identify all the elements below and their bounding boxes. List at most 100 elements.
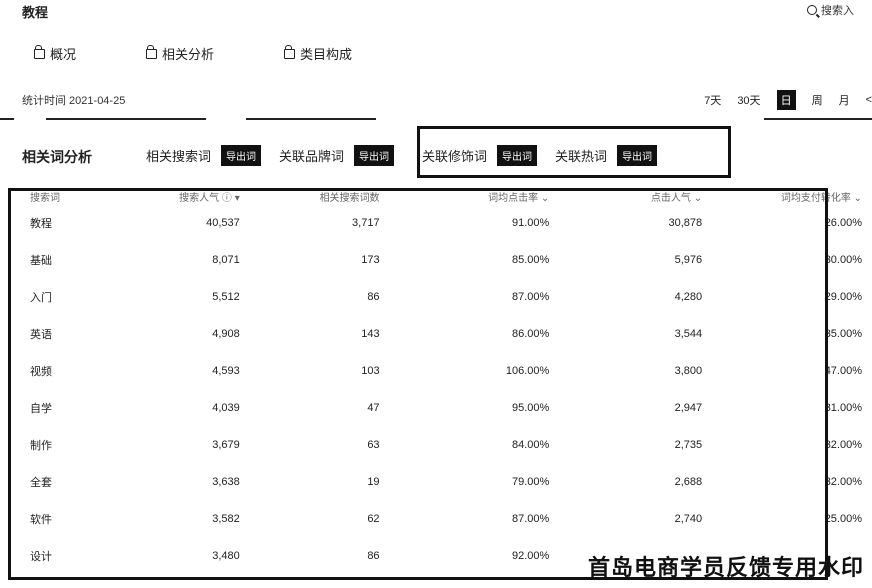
value-cell: 3,800 [674, 364, 703, 377]
value-cell: 5,976 [674, 253, 703, 266]
keyword-cell: 视频 [30, 365, 52, 378]
period-week[interactable]: 周 [811, 95, 823, 107]
value-cell: 95.00% [512, 401, 550, 414]
value-cell: 106.00% [505, 364, 550, 377]
period-month[interactable]: 月 [838, 95, 850, 107]
value-cell: 103 [361, 364, 380, 377]
tab-category[interactable]: 类目构成 [284, 44, 352, 63]
tab-overview[interactable]: 概况 [34, 44, 76, 63]
tab-label: 概况 [50, 47, 77, 62]
section-title: 相关词分析 [22, 149, 92, 165]
period-30d[interactable]: 30天 [737, 95, 761, 107]
value-cell: 84.00% [512, 438, 550, 451]
value-cell: 4,039 [212, 401, 240, 414]
value-cell: 26.00% [824, 216, 862, 229]
value-cell: 87.00% [512, 290, 550, 303]
table-row[interactable]: 英语 4,908 143 86.00% 3,544 35.00% [12, 315, 862, 352]
page-title: 教程 [22, 5, 49, 20]
watermark: 首岛电商学员反馈专用水印 [587, 555, 864, 580]
table-row[interactable]: 制作 3,679 63 84.00% 2,735 32.00% [12, 426, 862, 463]
divider [246, 118, 376, 120]
bag-icon [146, 44, 158, 59]
keyword-cell: 基础 [30, 254, 52, 267]
search-box[interactable]: 搜索入 [807, 2, 854, 18]
value-cell: 92.00% [512, 549, 550, 562]
value-cell: 2,740 [674, 512, 703, 525]
keyword-cell: 教程 [30, 217, 52, 230]
highlight-box [417, 126, 731, 178]
subtab-hot[interactable]: 关联热词 导出词 [555, 145, 658, 166]
value-cell: 86 [367, 549, 380, 562]
value-cell: 19 [367, 475, 380, 488]
keyword-cell: 入门 [30, 291, 52, 304]
value-cell: 143 [361, 327, 380, 340]
export-button[interactable]: 导出词 [497, 145, 538, 166]
value-cell: 3,480 [212, 549, 240, 562]
value-cell: 2,688 [674, 475, 703, 488]
column-header[interactable]: 点击人气 ⌄ [650, 192, 703, 204]
subtab-modifier[interactable]: 关联修饰词 导出词 [422, 145, 538, 166]
tab-related-analysis[interactable]: 相关分析 [146, 44, 214, 63]
value-cell: 3,717 [352, 216, 380, 229]
value-cell: 40,537 [206, 216, 240, 229]
keyword-cell: 设计 [30, 550, 52, 563]
divider [0, 118, 14, 120]
table-row[interactable]: 教程 40,537 3,717 91.00% 30,878 26.00% [12, 204, 862, 241]
stat-time: 统计时间 2021-04-25 [22, 95, 126, 107]
table-row[interactable]: 入门 5,512 86 87.00% 4,280 29.00% [12, 278, 862, 315]
keyword-cell: 制作 [30, 439, 52, 452]
main-tabs: 概况 相关分析 类目构成 [34, 44, 422, 63]
table-row[interactable]: 软件 3,582 62 87.00% 2,740 25.00% [12, 500, 862, 537]
chevron-left-icon[interactable]: < [865, 94, 872, 106]
table-row[interactable]: 全套 3,638 19 79.00% 2,688 32.00% [12, 463, 862, 500]
subtab-brand[interactable]: 关联品牌词 导出词 [279, 145, 395, 166]
value-cell: 63 [367, 438, 380, 451]
keyword-table: 搜索词 搜索人气 ⓘ ▾ 相关搜索词数 词均点击率 ⌄ 点击人气 ⌄ 词均支付转… [12, 188, 862, 574]
value-cell: 2,735 [674, 438, 703, 451]
column-header[interactable]: 词均点击率 ⌄ [488, 192, 550, 204]
value-cell: 3,638 [212, 475, 240, 488]
tab-label: 类目构成 [300, 47, 353, 62]
value-cell: 86.00% [512, 327, 550, 340]
value-cell: 85.00% [512, 253, 550, 266]
subtab-label[interactable]: 关联热词 [555, 149, 608, 164]
value-cell: 5,512 [212, 290, 240, 303]
value-cell: 32.00% [824, 438, 862, 451]
export-button[interactable]: 导出词 [354, 145, 395, 166]
value-cell: 29.00% [824, 290, 862, 303]
subtab-label[interactable]: 关联品牌词 [279, 149, 345, 164]
table-row[interactable]: 基础 8,071 173 85.00% 5,976 30.00% [12, 241, 862, 278]
subtab-related-search[interactable]: 相关搜索词 导出词 [146, 145, 262, 166]
subtab-label[interactable]: 相关搜索词 [146, 149, 212, 164]
value-cell: 47.00% [824, 364, 862, 377]
search-icon[interactable] [807, 5, 817, 15]
column-header[interactable]: 相关搜索词数 [319, 192, 380, 204]
value-cell: 3,679 [212, 438, 240, 451]
value-cell: 4,280 [674, 290, 703, 303]
export-button[interactable]: 导出词 [221, 145, 262, 166]
period-day[interactable]: 日 [776, 90, 796, 110]
value-cell: 47 [367, 401, 380, 414]
search-placeholder[interactable]: 搜索入 [821, 5, 854, 17]
value-cell: 3,582 [212, 512, 240, 525]
export-button[interactable]: 导出词 [617, 145, 658, 166]
value-cell: 8,071 [212, 253, 240, 266]
period-7d[interactable]: 7天 [704, 95, 722, 107]
column-header[interactable]: 搜索人气 ⓘ ▾ [179, 192, 240, 204]
column-header[interactable]: 词均支付转化率 ⌄ [780, 192, 862, 204]
value-cell: 3,544 [674, 327, 703, 340]
table-highlight-box [8, 188, 828, 580]
table-row[interactable]: 视频 4,593 103 106.00% 3,800 47.00% [12, 352, 862, 389]
keyword-cell: 英语 [30, 328, 52, 341]
divider [46, 118, 206, 120]
value-cell: 4,908 [212, 327, 240, 340]
tab-label: 相关分析 [162, 47, 215, 62]
value-cell: 86 [367, 290, 380, 303]
column-header[interactable]: 搜索词 [30, 192, 60, 204]
subtab-label[interactable]: 关联修饰词 [422, 149, 488, 164]
table-row[interactable]: 自学 4,039 47 95.00% 2,947 31.00% [12, 389, 862, 426]
table-row[interactable]: 设计 3,480 86 92.00% [12, 537, 862, 574]
value-cell: 62 [367, 512, 380, 525]
keyword-cell: 软件 [30, 513, 52, 526]
divider [764, 118, 872, 120]
